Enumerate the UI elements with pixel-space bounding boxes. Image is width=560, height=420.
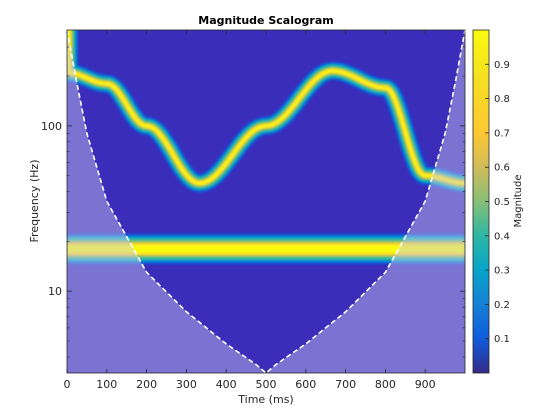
- y-tick-label: 100: [41, 120, 62, 133]
- y-axis: 10 100: [41, 46, 465, 358]
- y-tick-label: 10: [48, 285, 62, 298]
- x-tick-label: 700: [335, 378, 356, 391]
- x-tick-label: 800: [375, 378, 396, 391]
- x-axis: 0 100 200 300 400 500 600 700 800 900: [64, 30, 436, 391]
- colorbar-label: Magnitude: [513, 175, 524, 228]
- y-axis-label: Frequency (Hz): [28, 160, 41, 243]
- colorbar-ticks: 0.1 0.2 0.3 0.4 0.5 0.6 0.7 0.8 0.9: [485, 60, 510, 345]
- coi-shade: [67, 30, 465, 373]
- chirp-ridge-band: [67, 30, 465, 185]
- x-tick-label: 400: [216, 378, 237, 391]
- colorbar-tick-label: 0.1: [494, 334, 510, 345]
- x-tick-label: 200: [136, 378, 157, 391]
- colorbar-tick-label: 0.5: [494, 197, 510, 208]
- colorbar-tick-label: 0.2: [494, 300, 510, 311]
- x-tick-label: 0: [64, 378, 71, 391]
- cone-of-influence-layer: [67, 30, 465, 373]
- colorbar: 0.1 0.2 0.3 0.4 0.5 0.6 0.7 0.8 0.9 Magnitude: [472, 29, 524, 374]
- x-axis-label: Time (ms): [237, 393, 293, 406]
- x-tick-label: 600: [295, 378, 316, 391]
- x-tick-label: 900: [415, 378, 436, 391]
- tone-ridge-band: [67, 244, 465, 254]
- coi-dashed-line: [67, 30, 465, 373]
- x-tick-label: 100: [96, 378, 117, 391]
- plot-title: Magnitude Scalogram: [198, 14, 333, 27]
- x-tick-label: 300: [176, 378, 197, 391]
- colorbar-tick-label: 0.3: [494, 266, 510, 277]
- colorbar-tick-label: 0.9: [494, 60, 510, 71]
- plot-area: [66, 29, 466, 374]
- colorbar-tick-label: 0.6: [494, 163, 510, 174]
- plot-background: [67, 30, 465, 373]
- colorbar-tick-label: 0.8: [494, 94, 510, 105]
- colorbar-tick-label: 0.4: [494, 231, 510, 242]
- colorbar-tick-label: 0.7: [494, 128, 510, 139]
- x-tick-label: 500: [256, 378, 277, 391]
- heatmap-layer: [67, 30, 465, 264]
